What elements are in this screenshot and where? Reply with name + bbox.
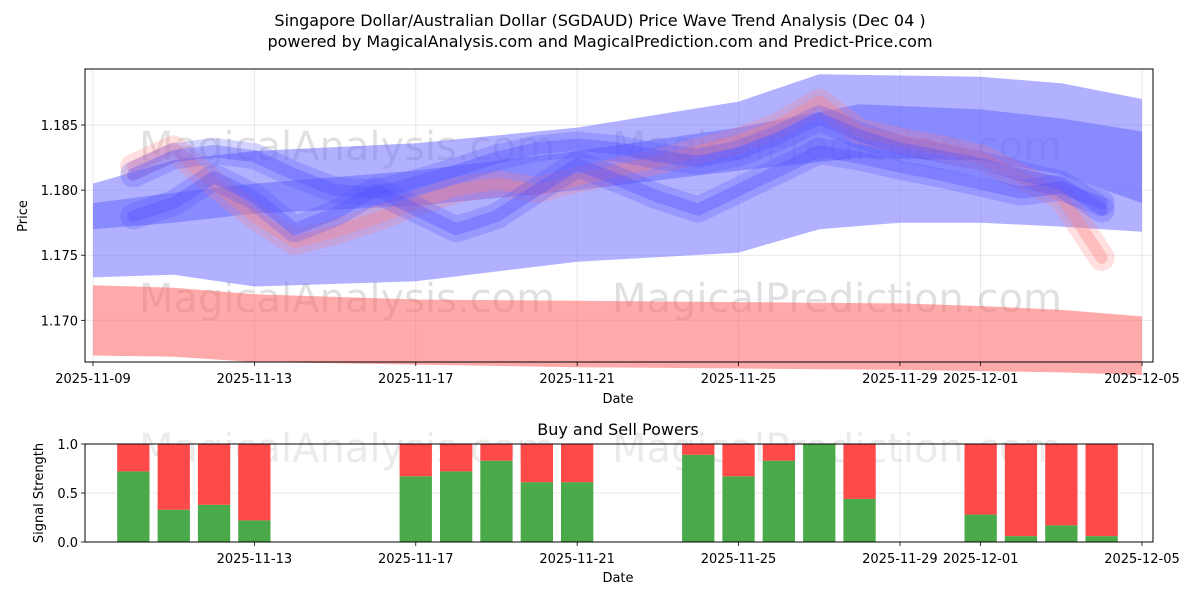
buy-sell-x-tick-label: 2025-11-13 [217, 552, 293, 567]
buy-sell-y-ticks: 0.0 0.5 1.0 [57, 438, 85, 551]
price-y-tick-label: 1.170 [41, 314, 78, 329]
figure-title-line2: powered by MagicalAnalysis.com and Magic… [267, 32, 932, 51]
sell-bar-2025-11-26 [762, 444, 795, 461]
price-x-tick-label: 2025-12-01 [943, 372, 1019, 387]
buy-sell-y-tick-label: 0.5 [57, 487, 78, 502]
price-chart-y-label: Price [16, 200, 31, 232]
buy-bar-2025-12-03 [1045, 525, 1078, 542]
buy-bar-2025-11-26 [762, 460, 795, 542]
price-x-tick-label: 2025-11-25 [701, 372, 777, 387]
price-y-tick-label: 1.180 [41, 184, 78, 199]
buy-bar-2025-11-18 [440, 471, 473, 542]
buy-sell-x-label: Date [602, 571, 633, 586]
wave-2-core [127, 112, 1108, 216]
price-y-tick-label: 1.175 [41, 249, 78, 264]
wave-1-ribbon [120, 88, 1115, 271]
buy-bar-2025-11-20 [520, 482, 553, 542]
buy-bar-2025-11-13 [238, 520, 271, 542]
price-x-tick-label: 2025-11-21 [539, 372, 615, 387]
buy-sell-y-tick-label: 1.0 [57, 438, 78, 453]
sell-bar-2025-12-03 [1045, 444, 1078, 526]
buy-sell-x-tick-label: 2025-11-29 [862, 552, 938, 567]
buy-bar-2025-11-17 [399, 476, 432, 542]
wave-1-core [127, 95, 1108, 264]
buy-sell-x-tick-label: 2025-11-21 [539, 552, 615, 567]
sell-bar-2025-11-28 [843, 444, 876, 499]
wave-2-ribbon [120, 105, 1115, 223]
buy-bar-2025-12-04 [1085, 536, 1118, 542]
buy-bar-2025-11-19 [480, 460, 513, 542]
sell-bar-2025-12-01 [964, 444, 997, 515]
buy-bar-2025-11-27 [803, 444, 836, 542]
sell-bar-2025-11-17 [399, 444, 432, 477]
buy-bar-2025-11-12 [197, 504, 231, 542]
sell-bar-2025-11-19 [480, 444, 513, 461]
buy-bar-2025-12-02 [1004, 536, 1038, 542]
buy-bar-2025-11-21 [561, 482, 594, 542]
price-x-tick-label: 2025-11-09 [55, 372, 131, 387]
figure-title-line1: Singapore Dollar/Australian Dollar (SGDA… [274, 11, 925, 30]
sell-bar-2025-11-24 [682, 444, 715, 455]
buy-bar-2025-11-25 [722, 476, 755, 542]
sell-bar-2025-11-10 [117, 444, 150, 472]
sell-bar-2025-11-18 [440, 444, 473, 472]
buy-bar-2025-11-10 [117, 471, 150, 542]
buy-sell-x-tick-label: 2025-12-05 [1104, 552, 1180, 567]
buy-sell-x-tick-label: 2025-11-25 [701, 552, 777, 567]
price-bands [93, 74, 1142, 375]
wave-3-core [127, 145, 1108, 236]
price-chart-y-ticks: 1.170 1.175 1.180 1.185 [41, 119, 85, 329]
price-chart-x-label: Date [602, 392, 633, 407]
buy-sell-chart: Buy and Sell Powers MagicalAnalysis.com … [32, 420, 1180, 586]
price-x-tick-label: 2025-11-17 [378, 372, 454, 387]
sell-bar-2025-11-12 [197, 444, 231, 505]
buy-sell-x-tick-label: 2025-12-01 [943, 552, 1019, 567]
sell-bar-2025-11-11 [157, 444, 190, 510]
buy-sell-chart-title: Buy and Sell Powers [537, 420, 699, 439]
buy-bar-2025-11-28 [843, 498, 876, 542]
price-waves [120, 88, 1115, 271]
wave-3-ribbon [120, 138, 1115, 243]
buy-sell-x-ticks: 2025-11-13 2025-11-17 2025-11-21 2025-11-25… [217, 542, 1180, 567]
sell-bar-2025-12-04 [1085, 444, 1118, 537]
price-y-tick-label: 1.185 [41, 119, 78, 134]
price-chart: MagicalAnalysis.com MagicalPrediction.co… [16, 68, 1180, 407]
price-x-tick-label: 2025-11-29 [862, 372, 938, 387]
sell-bar-2025-11-13 [238, 444, 271, 521]
sell-bar-2025-12-02 [1004, 444, 1038, 537]
price-band-1 [93, 285, 1142, 375]
sell-bar-2025-11-25 [722, 444, 755, 477]
sell-bar-2025-11-21 [561, 444, 594, 483]
sell-bar-2025-11-20 [520, 444, 553, 483]
price-x-tick-label: 2025-12-05 [1104, 372, 1180, 387]
buy-bar-2025-12-01 [964, 514, 997, 542]
price-chart-frame [84, 68, 1154, 363]
price-x-tick-label: 2025-11-13 [217, 372, 293, 387]
buy-bar-2025-11-24 [682, 454, 715, 542]
buy-sell-bars [117, 444, 1118, 542]
buy-sell-x-tick-label: 2025-11-17 [378, 552, 454, 567]
price-chart-x-ticks: 2025-11-09 2025-11-13 2025-11-17 2025-11-21… [55, 362, 1180, 387]
buy-sell-y-label: Signal Strength [32, 443, 47, 543]
buy-bar-2025-11-11 [157, 509, 190, 542]
buy-sell-y-tick-label: 0.0 [57, 536, 78, 551]
price-band-3 [93, 104, 1142, 230]
